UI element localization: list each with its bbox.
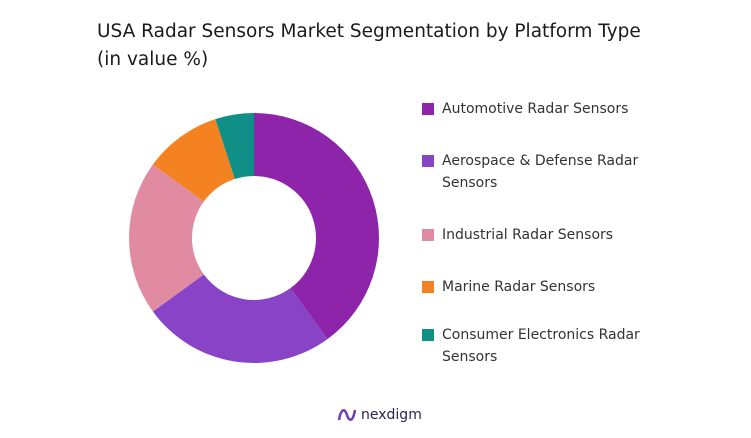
legend-label: Consumer Electronics Radar Sensors bbox=[442, 327, 640, 365]
donut-slice bbox=[152, 119, 235, 202]
donut-slice bbox=[215, 113, 254, 180]
legend-label: Aerospace & Defense Radar Sensors bbox=[442, 153, 639, 191]
brand-name: nexdigm bbox=[361, 407, 422, 423]
donut-slice bbox=[129, 164, 204, 312]
legend-item: Aerospace & Defense Radar Sensors bbox=[422, 150, 642, 194]
legend-item: Automotive Radar Sensors bbox=[422, 98, 682, 120]
donut-slice bbox=[152, 274, 328, 363]
chart-title: USA Radar Sensors Market Segmentation by… bbox=[97, 21, 641, 70]
legend-label: Industrial Radar Sensors bbox=[442, 227, 614, 243]
legend-item: Marine Radar Sensors bbox=[422, 276, 682, 298]
legend-swatch bbox=[422, 229, 434, 241]
legend-swatch bbox=[422, 329, 434, 341]
legend-item: Industrial Radar Sensors bbox=[422, 224, 682, 246]
brand: nexdigm bbox=[337, 406, 422, 424]
legend-item: Consumer Electronics Radar Sensors bbox=[422, 324, 642, 368]
legend-label: Marine Radar Sensors bbox=[442, 279, 596, 295]
legend-swatch bbox=[422, 155, 434, 167]
brand-icon bbox=[337, 409, 357, 421]
legend-label: Automotive Radar Sensors bbox=[442, 101, 629, 117]
donut-slice bbox=[254, 113, 380, 340]
legend-swatch bbox=[422, 103, 434, 115]
legend-swatch bbox=[422, 281, 434, 293]
